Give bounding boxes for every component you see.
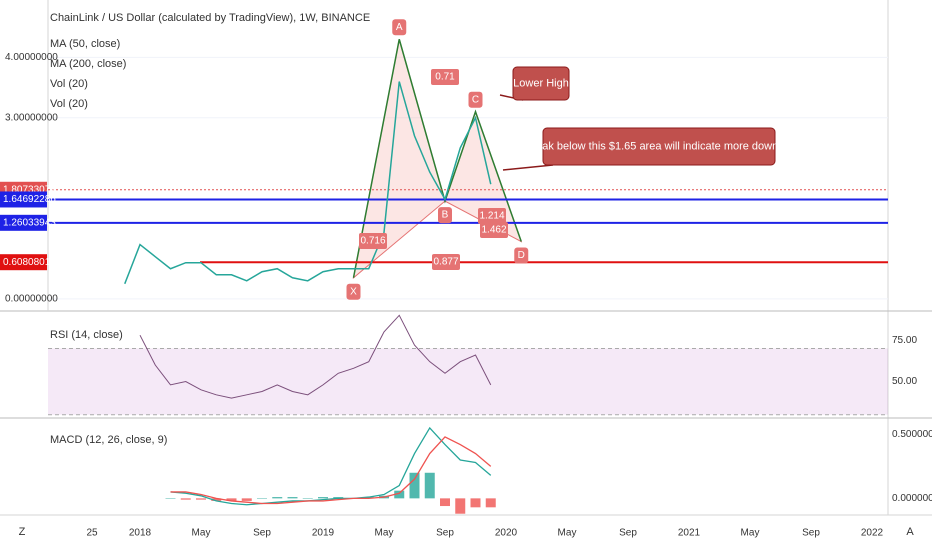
pattern-point-badge [514, 247, 529, 264]
time-tick-label: 2021 [678, 528, 701, 539]
pattern-point-badge [346, 283, 361, 300]
rsi-tick-label: 50.00 [892, 376, 917, 387]
macd-histogram-bar [196, 498, 206, 500]
level-label: 1.80733077 [3, 184, 56, 195]
corner-button[interactable]: A [906, 526, 914, 538]
y-tick-label: 3.00000000 [5, 112, 58, 123]
level-label: 1.26033943 [3, 217, 56, 228]
macd-line [170, 436, 492, 505]
time-tick-label: Sep [802, 528, 820, 539]
ratio-badge [432, 254, 460, 270]
rsi-line [139, 314, 492, 399]
time-tick-label: Sep [619, 528, 637, 539]
macd-histogram-bar [485, 498, 496, 508]
pattern-point-label: B [442, 210, 449, 221]
time-tick-label: May [741, 528, 760, 539]
pattern-point-badge [392, 19, 407, 36]
pattern-point-badge [438, 207, 452, 224]
macd-histogram-bar [165, 498, 176, 499]
callout-text: A break below this $1.65 area will indic… [517, 140, 802, 152]
time-tick-label: Sep [253, 528, 271, 539]
pattern-point-badge [468, 91, 483, 108]
time-tick-label: 25 [86, 528, 98, 539]
ratio-label: 0.71 [435, 72, 455, 83]
macd-histogram-bar [287, 497, 298, 499]
ratio-badge [478, 208, 506, 224]
pattern-point-label: A [396, 22, 403, 33]
indicator: Vol (20) [50, 78, 88, 90]
ratio-label: 0.877 [433, 257, 458, 268]
macd-histogram-bar [211, 498, 222, 501]
indicator: Vol (20) [50, 98, 88, 110]
macd-histogram-bar [424, 472, 435, 499]
macd-line [170, 426, 492, 506]
ratio-label: 1.214 [479, 211, 504, 222]
callout-box [542, 127, 776, 166]
pattern-point-label: D [518, 250, 525, 261]
ratio-badge [480, 222, 508, 238]
macd-title: MACD (12, 26, close, 9) [50, 434, 167, 446]
pattern-point-label: X [350, 286, 357, 297]
macd-histogram-bar [409, 472, 420, 499]
pattern-leg [352, 39, 522, 278]
indicator: MA (200, close) [50, 58, 126, 70]
macd-tick-label: 0.50000000 [892, 429, 932, 440]
macd-histogram-bar [455, 498, 466, 514]
pattern-point-label: C [472, 94, 479, 105]
level-label: 0.60808019 [3, 257, 56, 268]
macd-tick-label: 0.00000000 [892, 493, 932, 504]
time-tick-label: 2020 [495, 528, 518, 539]
time-tick-label: May [192, 528, 211, 539]
macd-histogram-bar [226, 498, 237, 501]
macd-histogram-bar [318, 497, 328, 499]
rsi-tick-label: 75.00 [892, 335, 917, 346]
price-line [124, 81, 492, 285]
rsi-title: RSI (14, close) [50, 329, 123, 341]
level-label: 1.64692286 [3, 194, 56, 205]
macd-histogram-bar [440, 498, 450, 507]
level-badge [0, 191, 47, 208]
time-tick-label: May [375, 528, 394, 539]
y-tick-label: 4.00000000 [5, 52, 58, 63]
callout-text: Lower High [513, 77, 569, 89]
chart-title: ChainLink / US Dollar (calculated by Tra… [50, 12, 370, 24]
level-badge [0, 214, 47, 231]
macd-histogram-bar [394, 490, 405, 499]
macd-histogram-bar [180, 498, 191, 500]
macd-histogram-bar [302, 498, 313, 499]
corner-button[interactable]: Z [19, 526, 26, 538]
time-tick-label: Sep [436, 528, 454, 539]
time-tick-label: 2019 [312, 528, 335, 539]
indicator: MA (50, close) [50, 38, 120, 50]
ratio-badge [431, 69, 459, 85]
time-tick-label: 2022 [861, 528, 884, 539]
callout-box [512, 66, 570, 101]
macd-histogram-bar [241, 498, 252, 501]
callout-pointer [502, 164, 554, 171]
ratio-label: 0.716 [360, 236, 385, 247]
macd-histogram-bar [470, 498, 481, 508]
ratio-badge [359, 233, 387, 249]
ratio-label: 1.462 [481, 225, 506, 236]
macd-histogram-bar [257, 498, 267, 499]
macd-histogram-bar [272, 497, 283, 499]
rsi-band [48, 348, 888, 415]
time-tick-label: May [558, 528, 577, 539]
level-badge [0, 254, 47, 271]
y-tick-label: 0.00000000 [5, 294, 58, 305]
time-tick-label: 2018 [129, 528, 152, 539]
